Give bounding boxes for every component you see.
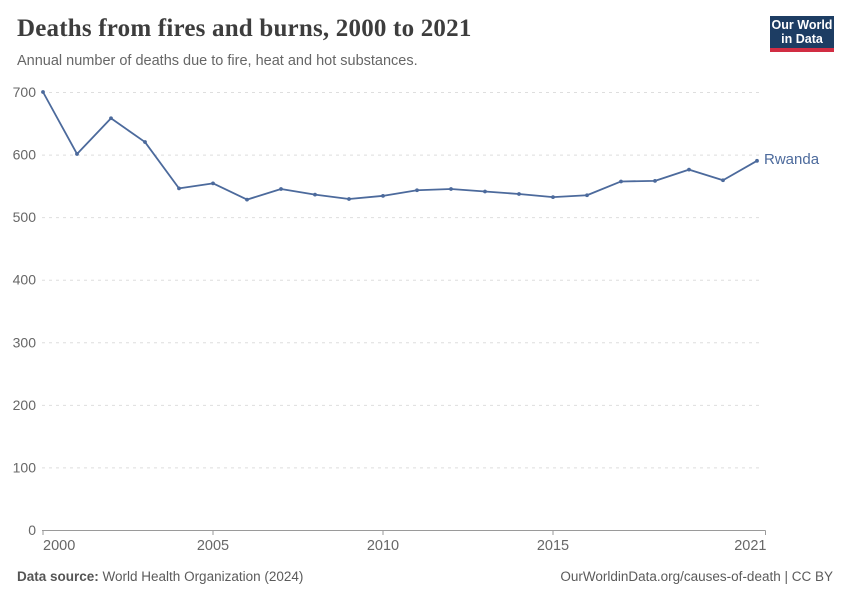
data-source-label: Data source: [17, 569, 99, 584]
data-point [109, 116, 113, 121]
y-tick-label: 0 [28, 522, 36, 538]
y-tick-label: 500 [13, 209, 37, 225]
chart-subtitle: Annual number of deaths due to fire, hea… [17, 53, 418, 69]
data-source-value: World Health Organization (2024) [98, 569, 304, 584]
data-point [449, 187, 453, 191]
data-point [75, 152, 79, 156]
data-point [313, 192, 317, 197]
y-tick-label: 400 [13, 272, 37, 288]
owid-logo-line1: Our World [771, 18, 833, 32]
x-tick-label: 2005 [197, 538, 229, 554]
data-point [653, 178, 657, 183]
series-label-rwanda[interactable]: Rwanda [764, 150, 820, 168]
data-source-note: Data source: World Health Organization (… [17, 569, 303, 584]
chart-footer: Data source: World Health Organization (… [17, 569, 833, 584]
attribution-license: CC BY [791, 569, 833, 584]
data-point [211, 181, 215, 186]
attribution-link[interactable]: OurWorldinData.org/causes-of-death [560, 569, 781, 584]
data-point [551, 195, 555, 200]
data-point [483, 189, 487, 194]
data-point [177, 186, 181, 191]
y-tick-label: 600 [13, 147, 37, 163]
x-tick-label: 2021 [734, 538, 766, 554]
owid-logo[interactable]: Our World in Data [770, 16, 834, 52]
data-point [347, 197, 351, 201]
y-tick-label: 200 [13, 397, 37, 413]
data-point [619, 179, 623, 184]
chart-title: Deaths from fires and burns, 2000 to 202… [17, 15, 472, 42]
data-point [585, 193, 589, 198]
attribution-separator: | [780, 569, 792, 584]
data-point [41, 90, 45, 94]
x-tick-label: 2010 [367, 538, 399, 554]
data-point [143, 140, 147, 144]
data-point [415, 188, 419, 193]
y-tick-label: 100 [13, 459, 37, 475]
y-tick-label: 700 [13, 84, 37, 100]
owid-logo-line2: in Data [781, 32, 823, 46]
x-tick-label: 2000 [43, 538, 75, 554]
owid-logo-text: Our World in Data [772, 18, 833, 46]
x-tick-label: 2015 [537, 538, 569, 554]
attribution: OurWorldinData.org/causes-of-death | CC … [560, 569, 833, 584]
data-point [517, 192, 521, 196]
rwanda-line [42, 91, 758, 201]
data-point [721, 178, 725, 183]
y-tick-label: 300 [13, 334, 37, 350]
data-point [279, 187, 283, 191]
data-point [755, 158, 759, 163]
data-point [381, 193, 385, 198]
data-point [687, 167, 691, 172]
data-point [245, 197, 249, 202]
